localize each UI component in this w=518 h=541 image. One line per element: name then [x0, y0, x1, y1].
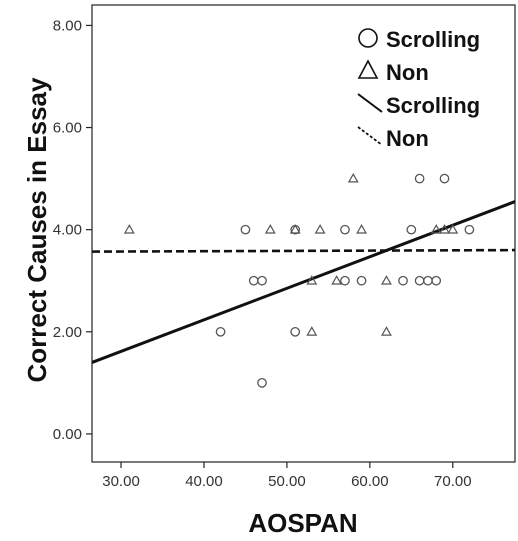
legend-item: Non — [357, 59, 429, 85]
point-scrolling — [439, 173, 450, 184]
point-scrolling — [257, 378, 267, 388]
axes-layer — [91, 4, 516, 463]
point-scrolling — [356, 275, 367, 286]
legend-solid-line-icon — [357, 93, 383, 113]
legend-item: Scrolling — [358, 27, 480, 52]
legend-label: Non — [386, 126, 429, 151]
point-non — [331, 275, 343, 285]
y-tick-label: 6.00 — [53, 120, 82, 137]
point-scrolling — [464, 224, 475, 235]
x-tick-label: 30.00 — [102, 473, 140, 490]
point-non — [314, 224, 326, 234]
point-non — [439, 224, 450, 234]
ticks-layer: 30.00 40.00 50.00 60.00 70.00 0.00 2.00 4.00 6.0… — [53, 17, 472, 490]
point-scrolling — [340, 275, 350, 286]
point-scrolling — [423, 275, 433, 286]
legend-circle-icon — [358, 28, 378, 48]
point-non — [306, 275, 318, 285]
point-scrolling — [248, 275, 259, 286]
fit-line-scrolling — [91, 200, 516, 364]
y-tick-label: 4.00 — [53, 222, 82, 239]
point-non — [347, 172, 359, 183]
x-tick-label: 70.00 — [434, 473, 472, 490]
legend-triangle-icon — [357, 59, 379, 79]
point-non — [264, 224, 276, 234]
legend-label: Non — [386, 60, 429, 85]
point-non — [381, 326, 392, 336]
point-non — [289, 224, 301, 234]
point-scrolling — [414, 173, 425, 184]
legend: Scrolling Non Scrolling Non — [357, 27, 480, 151]
point-non — [381, 275, 392, 285]
legend-item: Scrolling — [357, 93, 480, 118]
point-non — [430, 224, 442, 234]
x-tick-label: 50.00 — [268, 473, 306, 490]
legend-label: Scrolling — [386, 93, 480, 118]
point-scrolling — [414, 275, 425, 286]
plot-frame — [91, 4, 516, 463]
x-tick-label: 40.00 — [185, 473, 223, 490]
x-axis-title: AOSPAN — [248, 508, 357, 538]
point-non — [306, 326, 318, 336]
points-layer — [123, 172, 475, 388]
point-scrolling — [340, 224, 350, 235]
point-non — [123, 224, 135, 234]
legend-item: Non — [357, 126, 429, 151]
x-tick-label: 60.00 — [351, 473, 389, 490]
y-axis-title: Correct Causes in Essay — [22, 77, 52, 382]
point-scrolling — [240, 224, 251, 235]
point-scrolling — [431, 275, 442, 286]
point-scrolling — [290, 326, 301, 337]
point-scrolling — [257, 275, 267, 286]
point-non — [447, 224, 459, 234]
y-tick-label: 2.00 — [53, 324, 82, 341]
fit-lines-layer — [91, 200, 516, 364]
point-scrolling — [215, 326, 226, 337]
y-tick-label: 8.00 — [53, 17, 82, 34]
legend-dashed-line-icon — [357, 126, 383, 146]
point-scrolling — [398, 275, 408, 286]
y-tick-label: 0.00 — [53, 426, 82, 443]
legend-label: Scrolling — [386, 27, 480, 52]
point-scrolling — [406, 224, 417, 235]
fit-line-non — [91, 248, 516, 253]
point-non — [356, 224, 367, 234]
